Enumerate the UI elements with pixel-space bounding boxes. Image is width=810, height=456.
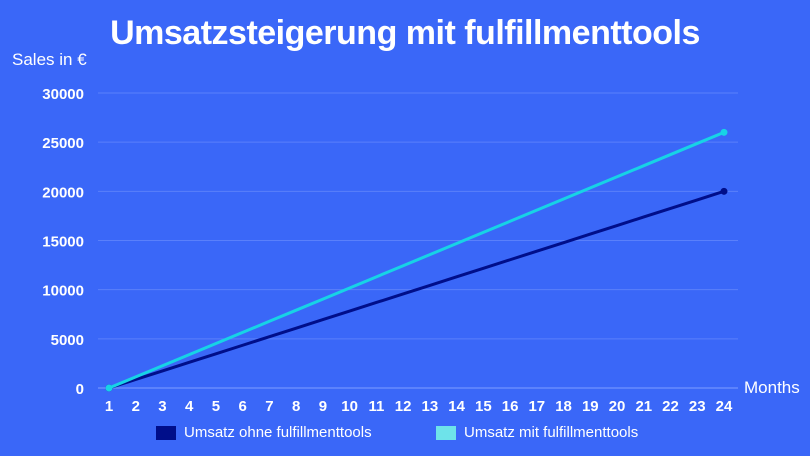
x-tick-label: 20 [609,398,626,415]
y-tick-label: 5000 [51,332,84,349]
y-tick-label: 30000 [42,86,84,103]
x-tick-label: 3 [158,398,166,415]
chart-title: Umsatzsteigerung mit fulfillmenttools [110,14,700,52]
x-tick-label: 7 [265,398,273,415]
x-tick-label: 18 [555,398,572,415]
x-tick-label: 19 [582,398,599,415]
data-point [720,128,728,136]
x-tick-label: 23 [689,398,706,415]
y-tick-label: 15000 [42,234,84,251]
x-tick-label: 5 [212,398,220,415]
y-tick-label: 20000 [42,184,84,201]
x-tick-label: 10 [341,398,358,415]
series-line [108,130,725,390]
x-tick-label: 6 [239,398,247,415]
y-tick-label: 10000 [42,283,84,300]
legend-item-ohne: Umsatz ohne fulfillmenttools [156,424,372,441]
series-line [108,189,725,390]
x-tick-label: 16 [502,398,519,415]
y-tick-label: 25000 [42,135,84,152]
x-tick-label: 4 [185,398,194,415]
legend-item-mit: Umsatz mit fulfillmenttools [436,424,638,441]
x-tick-label: 15 [475,398,492,415]
x-tick-label: 9 [319,398,327,415]
legend-swatch-ohne [156,425,176,440]
legend-swatch-mit [436,425,456,440]
x-tick-label: 2 [132,398,140,415]
x-tick-label: 12 [395,398,412,415]
x-tick-label: 24 [716,398,733,415]
legend-label-ohne: Umsatz ohne fulfillmenttools [184,424,372,441]
legend-label-mit: Umsatz mit fulfillmenttools [464,424,639,441]
x-tick-label: 17 [528,398,545,415]
x-tick-label: 22 [662,398,679,415]
x-axis-label: Months [744,378,800,397]
data-point [105,384,113,392]
x-tick-label: 13 [422,398,439,415]
y-tick-label: 0 [76,381,84,398]
y-axis-label: Sales in € [12,50,87,69]
x-tick-label: 11 [368,398,384,415]
data-point [720,187,728,195]
x-tick-label: 14 [448,398,465,415]
x-tick-label: 8 [292,398,300,415]
x-tick-label: 21 [635,398,652,415]
x-tick-label: 1 [105,398,113,415]
